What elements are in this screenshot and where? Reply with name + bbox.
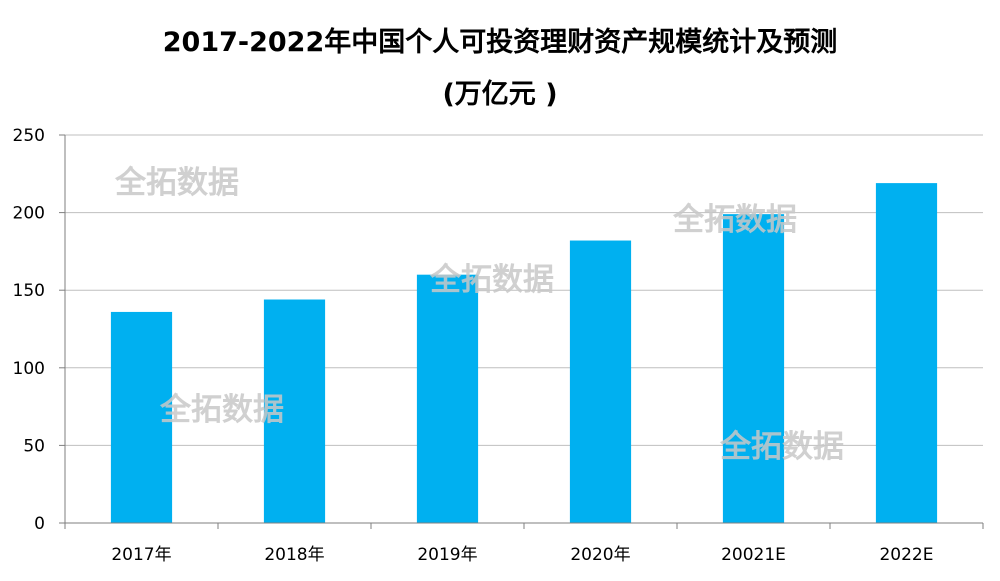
- watermark: 全拓数据: [159, 392, 284, 428]
- axes: [59, 134, 984, 529]
- x-tick-label: 2020年: [570, 545, 630, 565]
- watermark: 全拓数据: [719, 429, 844, 465]
- y-tick-label: 50: [23, 436, 45, 456]
- bar: [569, 240, 632, 523]
- y-axis-ticks: 0 50 100 150 200 250: [13, 126, 45, 534]
- y-tick-label: 200: [13, 204, 45, 224]
- bar: [110, 311, 173, 523]
- bars: [110, 183, 938, 524]
- gridlines: [65, 134, 983, 446]
- bar: [263, 299, 326, 523]
- watermark: 全拓数据: [429, 262, 554, 298]
- bar: [722, 214, 785, 524]
- watermark: 全拓数据: [672, 202, 797, 238]
- bar: [875, 183, 938, 523]
- x-tick-label: 2018年: [264, 545, 324, 565]
- x-tick-label: 2017年: [111, 545, 171, 565]
- chart-title: 2017-2022年中国个人可投资理财资产规模统计及预测: [162, 27, 838, 58]
- x-tick-label: 2019年: [417, 545, 477, 565]
- y-tick-label: 150: [13, 281, 45, 301]
- x-tick-label: 20021E: [721, 545, 786, 565]
- watermark: 全拓数据: [114, 165, 239, 201]
- x-tick-label: 2022E: [879, 545, 933, 565]
- y-tick-label: 100: [13, 359, 45, 379]
- y-tick-label: 0: [34, 514, 45, 534]
- y-tick-label: 250: [13, 126, 45, 146]
- chart-subtitle-unit: (万亿元 ): [442, 79, 558, 110]
- x-axis-ticks: 2017年 2018年 2019年 2020年 20021E 2022E: [111, 545, 933, 565]
- bar: [416, 274, 479, 523]
